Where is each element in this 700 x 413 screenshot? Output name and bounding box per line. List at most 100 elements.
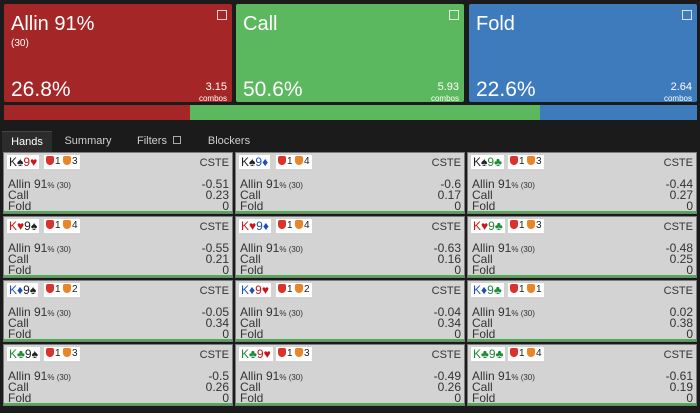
blocker-badge: 4 [293,219,312,233]
card-suit: ♠ [17,155,24,169]
tab[interactable]: Filters [124,131,194,152]
card-suit: ♥ [261,283,269,297]
badge-count: 3 [536,220,542,231]
action-box[interactable]: Fold 22.6% 2.64 combos [469,4,697,103]
action-label-main: Allin 91 [8,177,48,191]
badge-icon [278,156,286,165]
card-rank: K [241,347,250,361]
action-title: Fold [476,13,515,35]
ev-value: 0.17 [437,188,461,202]
card-rank: K [241,219,250,233]
hand-cell[interactable]: K♥9♦ 1 4 CSTE Allin 91% (30) -0.63 Call 0.16 Fol… [235,216,465,278]
ev-value: 0.19 [669,380,693,394]
action-label: Fold [240,391,264,405]
action-label: Call [240,380,261,394]
hand-cell[interactable]: K♣9♣ 1 4 CSTE Allin 91% (30) -0.61 Call 0.19 Fol… [467,344,697,406]
expand-icon[interactable] [449,10,459,20]
action-label-suffix: % (30) [47,373,71,382]
card-rank: K [9,155,18,169]
hand-cell[interactable]: K♦9♣ 1 1 CSTE Allin 91% (30) 0.02 Call 0.38 Fold… [467,280,697,342]
hand-cell[interactable]: K♥9♠ 1 4 CSTE Allin 91% (30) -0.55 Call 0.21 Fol… [3,216,233,278]
badge-count: 1 [55,284,61,295]
card-rank: 9 [488,347,496,361]
action-label: Fold [240,327,264,341]
badge-icon [63,220,71,229]
badge-icon [295,156,303,165]
card-rank: 9 [255,155,263,169]
action-label-main: Allin 91 [240,177,280,191]
hand-cell[interactable]: K♠9♦ 1 4 CSTE Allin 91% (30) -0.6 Call 0.17 Fold… [235,152,465,214]
ev-value: -0.49 [433,369,461,383]
card-suit: ♠ [31,347,38,361]
card-rank: 9 [488,219,495,233]
card-suit: ♦ [262,219,269,233]
tab[interactable]: Blockers [207,135,251,147]
card-suit: ♥ [17,219,25,233]
hand-cell[interactable]: K♦9♠ 1 2 CSTE Allin 91% (30) -0.05 Call 0.34 Fol… [3,280,233,342]
combos-label: combos [430,94,459,103]
hand-cell[interactable]: K♥9♣ 1 3 CSTE Allin 91% (30) -0.48 Call 0.25 Fol… [467,216,697,278]
action-label: Call [240,252,261,266]
hand-cards: K♥9♣ [471,219,505,233]
action-label: Allin 91% (30) [8,177,71,191]
action-box[interactable]: Allin 91% (30) 26.8% 3.15 combos [4,4,232,103]
hand-cards: K♠9♣ [471,155,504,169]
badge-icon [295,220,303,229]
badge-count: 3 [72,156,78,167]
ev-value: -0.5 [208,369,229,383]
ev-value: -0.55 [201,241,229,255]
action-label: Allin 91% (30) [472,178,535,191]
card-suit: ♥ [30,155,38,169]
action-combos: 2.64 [670,81,692,93]
badge-icon [510,284,518,293]
action-label-suffix: % (30) [279,181,303,190]
ev-value: 0 [222,391,229,405]
cell-tag: CSTE [663,285,693,297]
badge-count: 2 [304,284,310,295]
badge-icon [278,284,286,293]
cell-tag: CSTE [199,157,229,169]
card-rank: 9 [255,283,262,297]
hand-cell[interactable]: K♦9♥ 1 2 CSTE Allin 91% (30) -0.04 Call 0.34 Fol… [235,280,465,342]
strategy-bar [4,275,232,277]
action-label-suffix: % (30) [511,309,535,318]
ev-value: 0.27 [669,188,693,202]
badge-icon [46,156,54,165]
action-box[interactable]: Call 50.6% 5.93 combos [236,4,464,103]
action-label-main: Allin 91 [8,369,48,383]
blocker-badge: 3 [293,347,312,361]
card-rank: 9 [23,155,31,169]
action-label: Allin 91% (30) [240,177,303,191]
action-percent: 50.6% [243,78,303,101]
ev-value: -0.63 [433,241,461,255]
action-label: Call [472,188,493,202]
hand-cell[interactable]: K♣9♠ 1 3 CSTE Allin 91% (30) -0.5 Call 0.26 Fold… [3,344,233,406]
hand-cell[interactable]: K♠9♣ 1 3 CSTE Allin 91% (30) -0.44 Call 0.27 Fol… [467,152,697,214]
strategy-bar [468,403,696,405]
badge-count: 4 [72,220,78,231]
card-suit: ♣ [493,283,502,297]
badge-count: 1 [287,284,293,295]
tab[interactable]: Summary [64,135,112,147]
badge-icon [46,220,54,229]
badge-icon [278,348,286,357]
cell-tag: CSTE [663,157,693,169]
action-label-suffix: % (30) [279,373,303,382]
cell-tag: CSTE [663,221,693,233]
card-rank: 9 [487,283,494,297]
badge-count: 3 [72,348,78,359]
combos-label: combos [663,94,692,103]
card-rank: K [9,347,18,361]
strategy-bar [236,339,464,341]
hand-cell[interactable]: K♣9♥ 1 3 CSTE Allin 91% (30) -0.49 Call 0.26 Fol… [235,344,465,406]
card-suit: ♥ [249,219,257,233]
expand-icon[interactable] [682,10,692,20]
badge-icon [527,156,535,165]
action-combos: 5.93 [437,81,459,93]
hand-cell[interactable]: K♠9♥ 1 3 CSTE Allin 91% (30) -0.51 Call 0.23 Fol… [3,152,233,214]
tab[interactable]: Hands [2,131,52,153]
card-suit: ♠ [29,283,37,297]
ev-value: -0.48 [665,241,693,255]
expand-icon[interactable] [217,10,227,20]
